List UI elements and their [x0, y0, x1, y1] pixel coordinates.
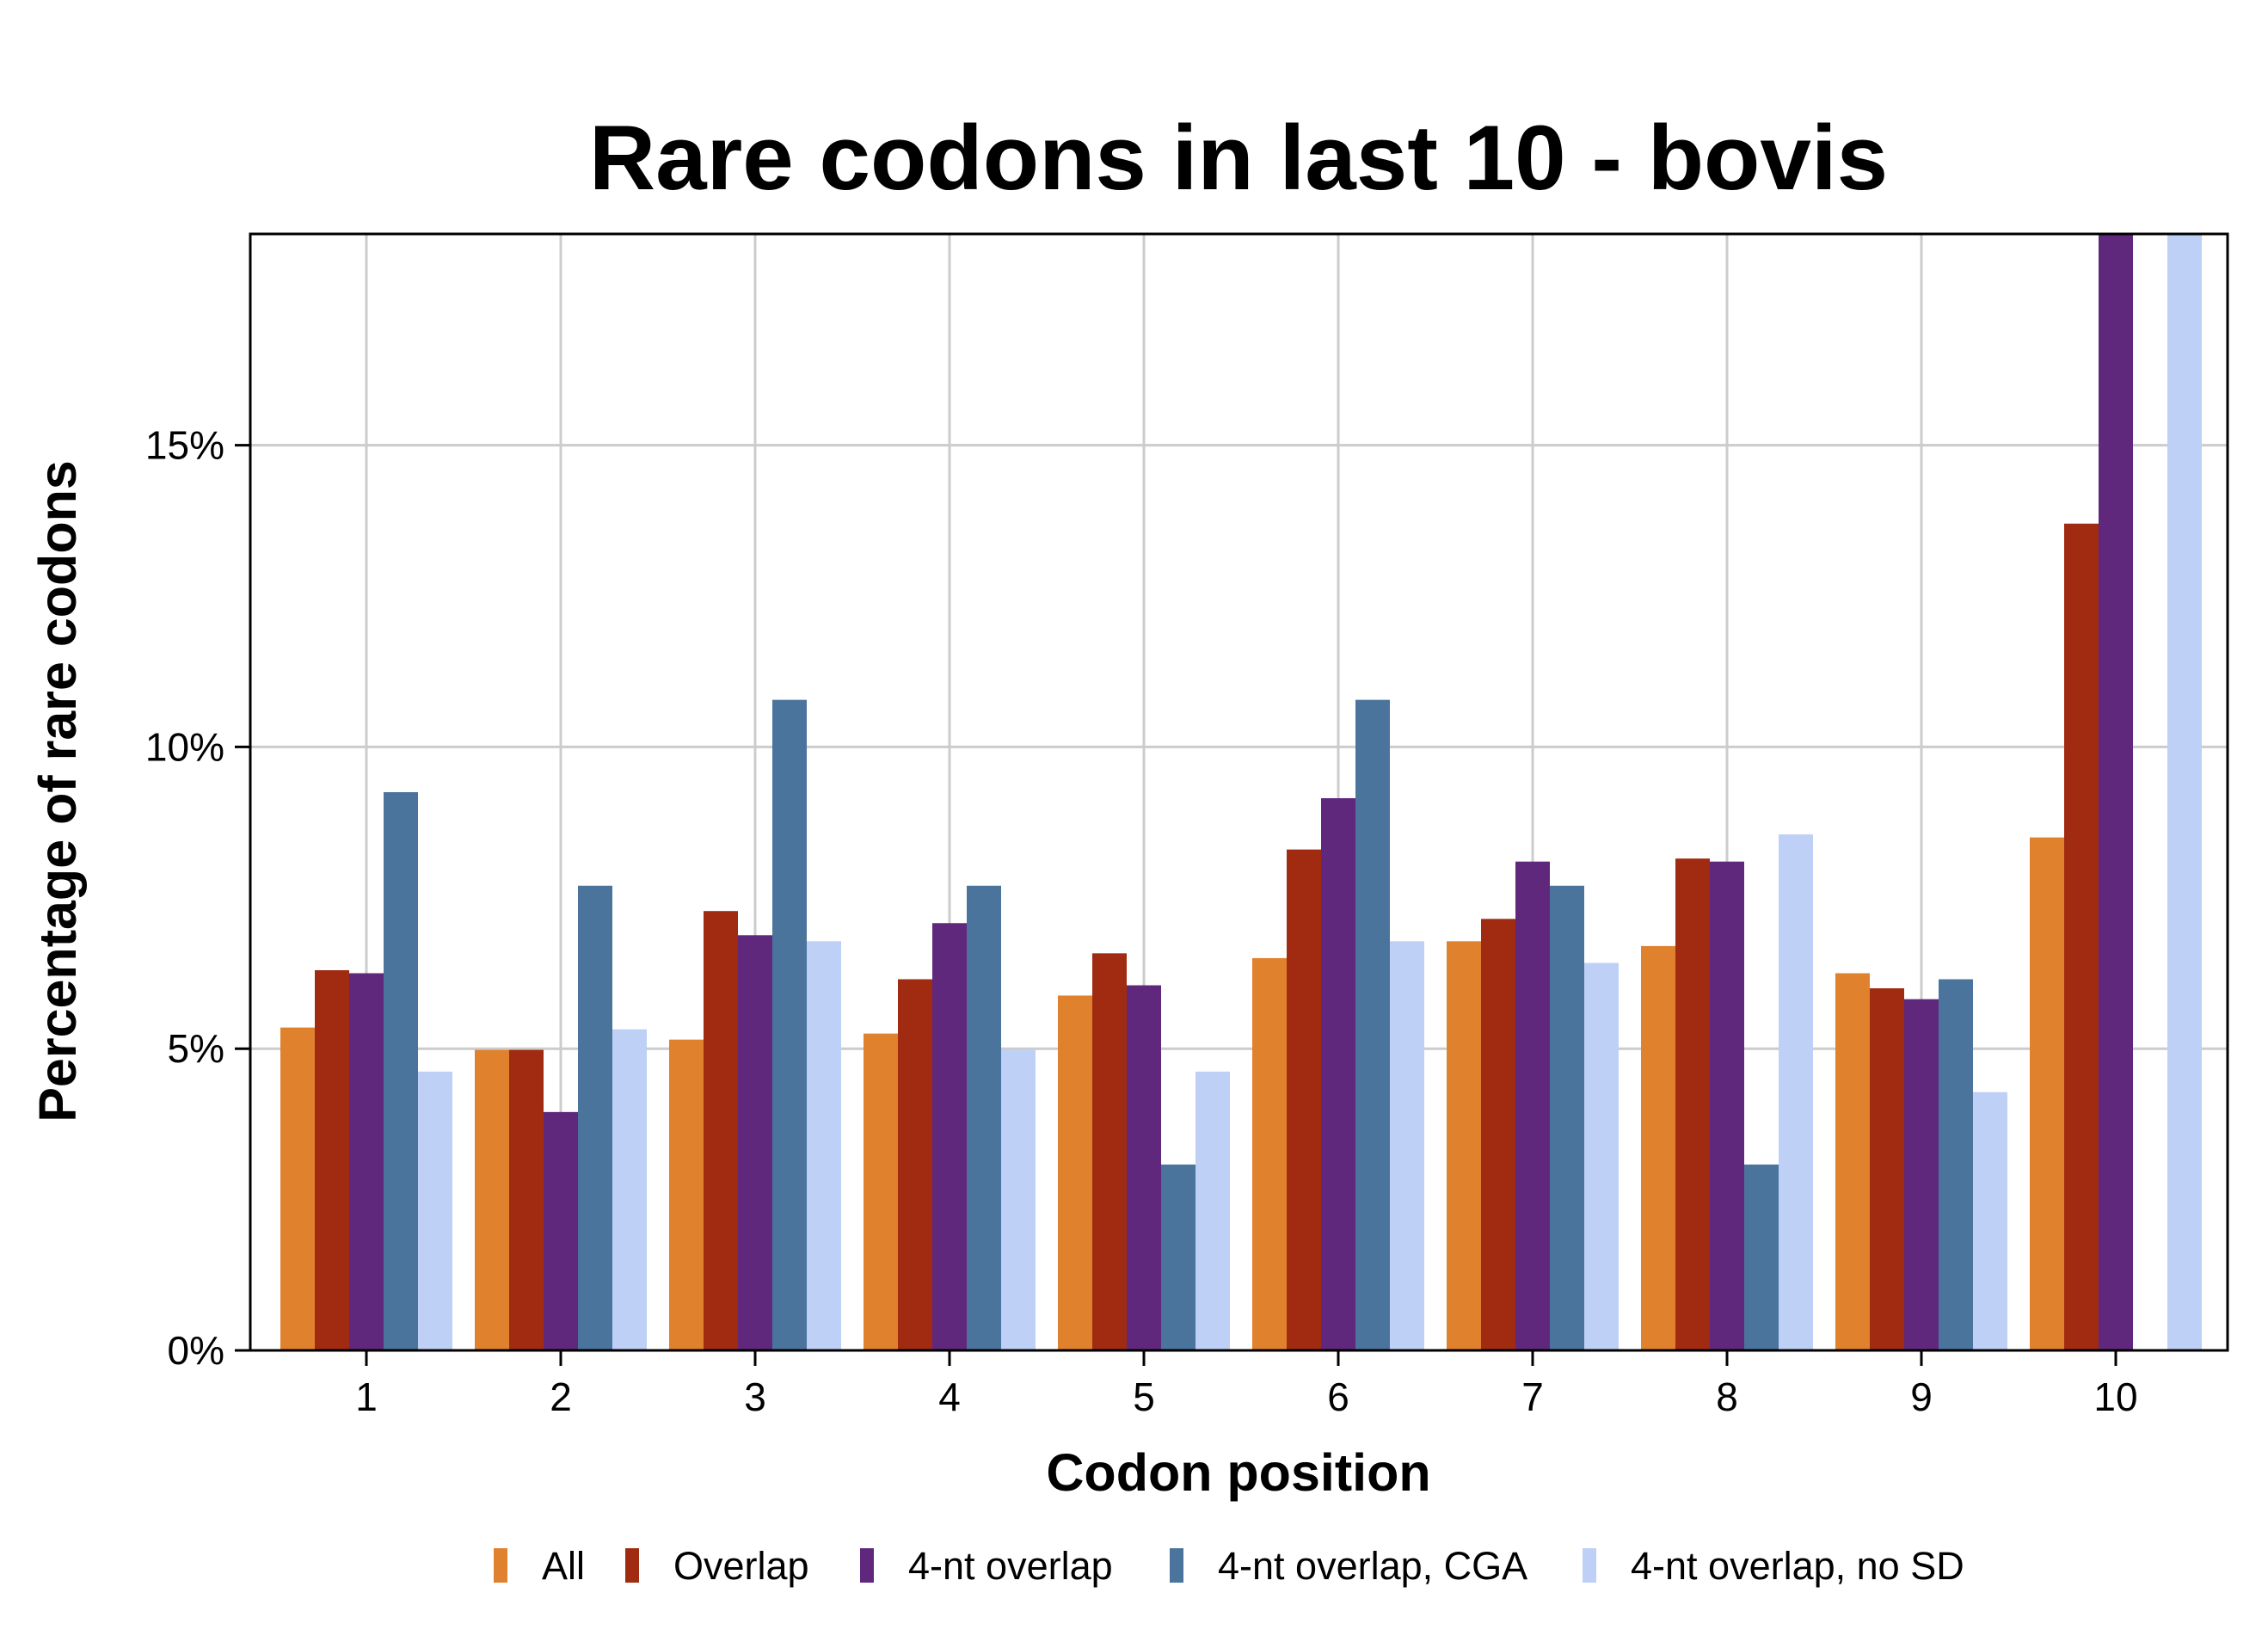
bar	[475, 1049, 509, 1350]
plot-frame	[249, 232, 2229, 1352]
y-tick-label: 15%	[145, 423, 224, 468]
bar	[1550, 885, 1584, 1350]
legend-swatch	[494, 1548, 507, 1583]
bar	[1870, 988, 1904, 1350]
bar	[932, 923, 967, 1350]
bar	[738, 935, 772, 1350]
legend-label: Overlap	[673, 1544, 809, 1588]
bar	[1710, 861, 1744, 1350]
bar	[509, 1049, 544, 1350]
x-tick-label: 8	[1716, 1374, 1738, 1419]
y-tick-label: 10%	[145, 724, 224, 769]
bar	[1127, 985, 1161, 1350]
y-tick-label: 5%	[168, 1026, 224, 1071]
bar	[1252, 957, 1287, 1350]
chart-title: Rare codons in last 10 - bovis	[589, 106, 1888, 209]
bar	[1001, 1049, 1036, 1350]
bar	[315, 969, 349, 1350]
bar	[1939, 979, 1973, 1350]
x-tick-label: 10	[2093, 1374, 2137, 1419]
legend-swatch	[860, 1548, 874, 1583]
axes	[249, 232, 2229, 1352]
bar	[669, 1039, 704, 1350]
x-tick-label: 6	[1327, 1374, 1349, 1419]
bar	[612, 1029, 647, 1350]
bar	[2064, 523, 2099, 1350]
bar	[967, 885, 1001, 1350]
x-axis-title: Codon position	[1046, 1443, 1430, 1502]
bar	[1390, 941, 1424, 1350]
legend: All Overlap 4-nt overlap 4-nt overlap, CGA 4…	[494, 1544, 1964, 1588]
bar	[418, 1071, 452, 1350]
bar	[1195, 1071, 1230, 1350]
bar	[384, 792, 418, 1350]
bars	[280, 234, 2202, 1350]
x-tick-label: 3	[744, 1374, 766, 1419]
bar	[1058, 995, 1092, 1350]
bar	[1321, 798, 1355, 1350]
legend-swatch	[625, 1548, 639, 1583]
legend-swatch	[1170, 1548, 1183, 1583]
legend-swatch	[1583, 1548, 1596, 1583]
bar	[1904, 999, 1939, 1350]
bar	[1092, 953, 1127, 1350]
bar	[1355, 699, 1390, 1350]
bar	[544, 1111, 578, 1350]
y-axis-ticks: 0% 5% 10% 15%	[145, 423, 250, 1373]
legend-label: 4-nt overlap, no SD	[1631, 1544, 1964, 1588]
x-axis-ticks: 1 2 3 4 5 6 7 8 9 10	[355, 1350, 2138, 1419]
bar	[864, 1033, 898, 1350]
bar	[1675, 858, 1710, 1350]
x-tick-label: 5	[1133, 1374, 1155, 1419]
y-axis-title: Percentage of rare codons	[28, 460, 87, 1122]
bar	[1973, 1091, 2007, 1350]
bar	[898, 979, 932, 1350]
bar	[1744, 1164, 1779, 1350]
x-tick-label: 2	[550, 1374, 572, 1419]
x-tick-label: 9	[1910, 1374, 1933, 1419]
bar	[1161, 1164, 1195, 1350]
legend-label: 4-nt overlap, CGA	[1218, 1544, 1527, 1588]
bar	[2030, 837, 2064, 1350]
legend-label: All	[542, 1544, 585, 1588]
bar	[704, 911, 738, 1350]
bar	[1481, 919, 1515, 1350]
bar	[280, 1027, 315, 1350]
x-tick-label: 7	[1521, 1374, 1544, 1419]
bar	[578, 885, 612, 1350]
bar	[349, 973, 384, 1350]
bar	[1447, 941, 1481, 1350]
x-tick-label: 4	[938, 1374, 961, 1419]
legend-label: 4-nt overlap	[908, 1544, 1113, 1588]
bar	[1287, 849, 1321, 1350]
x-tick-label: 1	[355, 1374, 378, 1419]
bar	[807, 941, 841, 1350]
bar	[2099, 234, 2133, 1350]
bar	[2167, 234, 2202, 1350]
bar	[1584, 962, 1619, 1350]
bar	[1779, 834, 1813, 1350]
bar	[772, 699, 807, 1350]
y-tick-label: 0%	[168, 1328, 224, 1373]
bar	[1835, 973, 1870, 1350]
bar	[1641, 945, 1675, 1350]
bar	[1515, 861, 1550, 1350]
